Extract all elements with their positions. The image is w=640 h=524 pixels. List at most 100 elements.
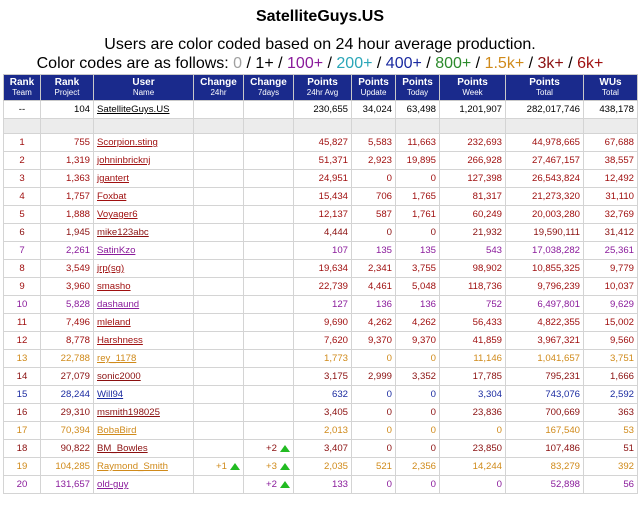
user-name-link[interactable]: Scorpion.sting	[97, 137, 158, 148]
wus-total-cell: 31,110	[583, 187, 638, 206]
points-today-cell: 0	[395, 385, 440, 404]
user-name-link[interactable]: BobaBird	[97, 425, 137, 436]
change-7days-cell	[243, 259, 294, 278]
change-24hr-cell	[193, 169, 244, 188]
user-name-link[interactable]: sonic2000	[97, 371, 141, 382]
change-7days-cell	[243, 331, 294, 350]
column-header[interactable]: Points Update	[351, 74, 396, 101]
user-name-link[interactable]: SatinKzo	[97, 245, 136, 256]
color-code-separator: /	[242, 55, 256, 72]
change-value: +1	[216, 461, 227, 472]
points-today-cell: 19,895	[395, 151, 440, 170]
wus-total-cell: 32,769	[583, 205, 638, 224]
table-row: 2 1,319 johninbricknj 51,371 2,923 19,895 266,…	[3, 151, 638, 170]
table-row: 10 5,828 dashaund 127 136 136 752 6,497,801 9,62…	[3, 295, 638, 314]
rank-team-cell: 3	[3, 169, 41, 188]
points-today-cell: 0	[395, 169, 440, 188]
rank-team-cell: 4	[3, 187, 41, 206]
points-24hr-avg-cell: 12,137	[293, 205, 352, 224]
wus-total-cell: 1,666	[583, 367, 638, 386]
points-today-cell: 11,663	[395, 133, 440, 152]
points-total-cell: 282,017,746	[505, 100, 584, 119]
points-total-cell: 19,590,111	[505, 223, 584, 242]
table-row: 18 90,822 BM_Bowles +2 3,407 0 0 23,850 107,486 5…	[3, 439, 638, 458]
column-header[interactable]: Change 24hr	[193, 74, 244, 101]
user-name-link[interactable]: mleland	[97, 317, 131, 328]
column-header[interactable]: User Name	[93, 74, 194, 101]
user-name-cell: dashaund	[93, 295, 194, 314]
user-name-link[interactable]: Raymond_Smith	[97, 461, 168, 472]
user-name-cell: Foxbat	[93, 187, 194, 206]
column-header-sublabel: Total	[536, 88, 553, 97]
table-row: 15 28,244 Will94 632 0 0 3,304 743,076 2,592	[3, 385, 638, 404]
column-header[interactable]: Change 7days	[243, 74, 294, 101]
rank-up-arrow-icon	[280, 462, 290, 470]
rank-project-cell: 1,945	[40, 223, 94, 242]
user-name-link[interactable]: smasho	[97, 281, 131, 292]
column-header[interactable]: Points Total	[505, 74, 584, 101]
column-header-label: Points	[307, 77, 338, 88]
points-24hr-avg-cell: 22,739	[293, 277, 352, 296]
points-today-cell: 1,761	[395, 205, 440, 224]
column-header[interactable]: Rank Project	[40, 74, 94, 101]
color-code-7: 3k+	[537, 55, 564, 72]
points-update-cell: 135	[351, 241, 396, 260]
column-header[interactable]: Points Today	[395, 74, 440, 101]
points-24hr-avg-cell: 107	[293, 241, 352, 260]
user-name-link[interactable]: jgantert	[97, 173, 129, 184]
rank-project-cell: 29,310	[40, 403, 94, 422]
points-24hr-avg-cell: 3,405	[293, 403, 352, 422]
wus-total-cell: 2,592	[583, 385, 638, 404]
table-row: 19 104,285 Raymond_Smith +1 +3 2,035 521 2,356 1…	[3, 457, 638, 476]
column-header[interactable]: Points 24hr Avg	[293, 74, 352, 101]
team-summary-row: -- 104 SatelliteGuys.US 230,655 34,024 63,498…	[3, 100, 638, 119]
user-name-link[interactable]: rey_1178	[97, 353, 137, 364]
rank-project-cell: 2,261	[40, 241, 94, 260]
user-name-link[interactable]: johninbricknj	[97, 155, 151, 166]
user-name-link[interactable]: dashaund	[97, 299, 140, 310]
points-today-cell: 136	[395, 295, 440, 314]
column-header-sublabel: 24hr Avg	[306, 88, 339, 97]
column-header[interactable]: Rank Team	[3, 74, 41, 101]
column-header-label: Points	[358, 77, 389, 88]
separator-cell	[351, 118, 396, 134]
change-24hr-cell	[193, 367, 244, 386]
points-week-cell: 81,317	[439, 187, 506, 206]
user-name-link[interactable]: Foxbat	[97, 191, 127, 202]
user-name-link[interactable]: Will94	[97, 389, 124, 400]
points-week-cell: 1,201,907	[439, 100, 506, 119]
points-week-cell: 21,932	[439, 223, 506, 242]
user-name-link[interactable]: Harshness	[97, 335, 143, 346]
points-week-cell: 543	[439, 241, 506, 260]
points-update-cell: 136	[351, 295, 396, 314]
points-total-cell: 27,467,157	[505, 151, 584, 170]
points-update-cell: 0	[351, 385, 396, 404]
points-today-cell: 4,262	[395, 313, 440, 332]
change-7days-cell	[243, 349, 294, 368]
wus-total-cell: 363	[583, 403, 638, 422]
user-name-link[interactable]: Voyager6	[97, 209, 138, 220]
points-total-cell: 20,003,280	[505, 205, 584, 224]
user-name-link[interactable]: old-guy	[97, 479, 129, 490]
rank-project-cell: 5,828	[40, 295, 94, 314]
user-name-link[interactable]: jrp(sg)	[97, 263, 125, 274]
column-header[interactable]: Points Week	[439, 74, 506, 101]
wus-total-cell: 10,037	[583, 277, 638, 296]
user-name-link[interactable]: BM_Bowles	[97, 443, 148, 454]
separator-cell	[243, 118, 294, 134]
user-name-link[interactable]: msmith198025	[97, 407, 160, 418]
separator-cell	[293, 118, 352, 134]
column-header-label: Change	[250, 77, 287, 88]
rank-project-cell: 8,778	[40, 331, 94, 350]
change-24hr-cell	[193, 331, 244, 350]
points-24hr-avg-cell: 4,444	[293, 223, 352, 242]
team-name-link[interactable]: SatelliteGuys.US	[97, 104, 170, 115]
points-update-cell: 521	[351, 457, 396, 476]
change-7days-cell	[243, 277, 294, 296]
rank-team-cell: 9	[3, 277, 41, 296]
column-header[interactable]: WUs Total	[583, 74, 638, 101]
points-update-cell: 9,370	[351, 331, 396, 350]
user-name-link[interactable]: mike123abc	[97, 227, 149, 238]
points-24hr-avg-cell: 24,951	[293, 169, 352, 188]
column-header-label: User	[132, 77, 155, 88]
